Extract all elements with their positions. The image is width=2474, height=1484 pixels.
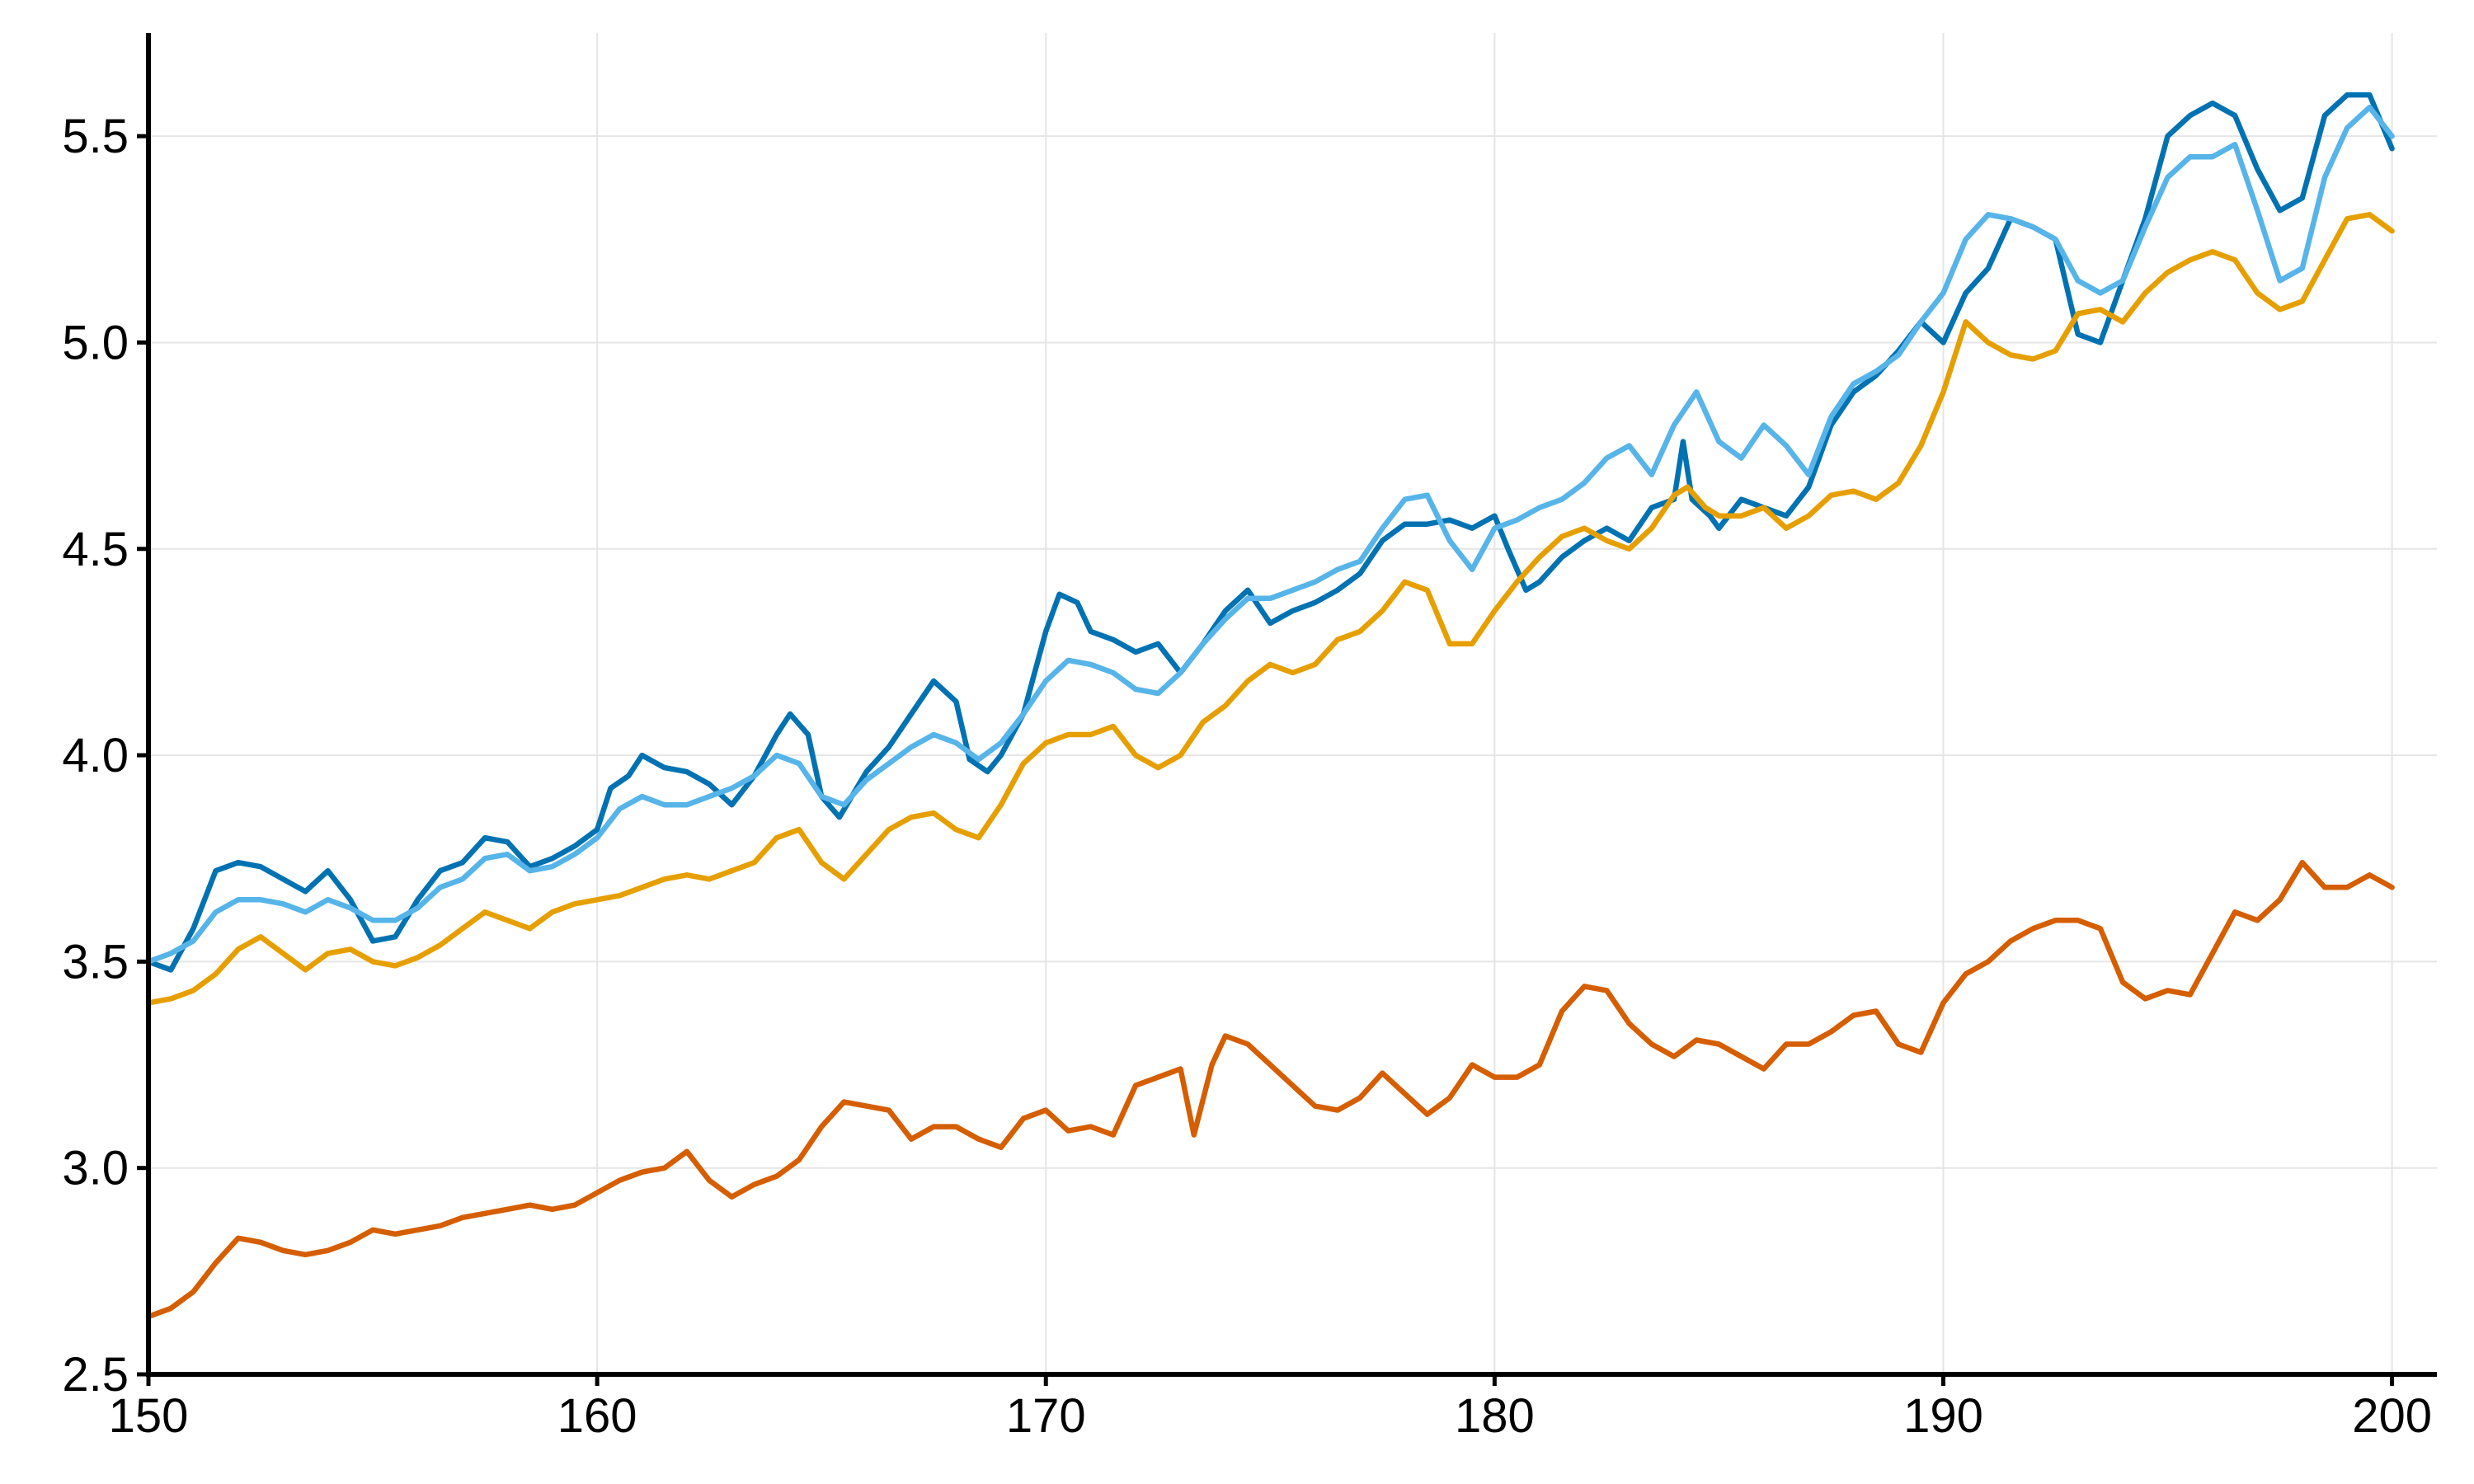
series-line-2 — [145, 104, 2395, 965]
x-tick-label: 200 — [2352, 1389, 2432, 1443]
series-line-3 — [145, 212, 2395, 1006]
x-tick-label: 180 — [1455, 1389, 1535, 1443]
gridlines — [148, 33, 2437, 1375]
y-tick-label: 4.5 — [62, 523, 129, 576]
x-tick-label: 150 — [109, 1389, 189, 1443]
series-line-1 — [145, 92, 2395, 973]
y-tick-label: 2.5 — [62, 1348, 129, 1402]
x-ticks: 150 160 170 180 190 200 — [109, 1374, 2432, 1443]
y-tick-label: 3.5 — [62, 935, 129, 989]
y-tick-label: 4.0 — [62, 729, 129, 782]
y-tick-label: 3.0 — [62, 1142, 129, 1195]
y-tick-label: 5.0 — [62, 316, 129, 369]
series-lines — [145, 92, 2395, 1320]
x-tick-label: 160 — [557, 1389, 637, 1443]
y-ticks: 2.5 3.0 3.5 4.0 4.5 5.0 5.5 — [62, 110, 148, 1402]
series-line-4 — [145, 859, 2395, 1320]
axes — [146, 33, 2437, 1377]
x-tick-label: 170 — [1006, 1389, 1086, 1443]
x-tick-label: 190 — [1903, 1389, 1983, 1443]
y-tick-label: 5.5 — [62, 110, 129, 163]
